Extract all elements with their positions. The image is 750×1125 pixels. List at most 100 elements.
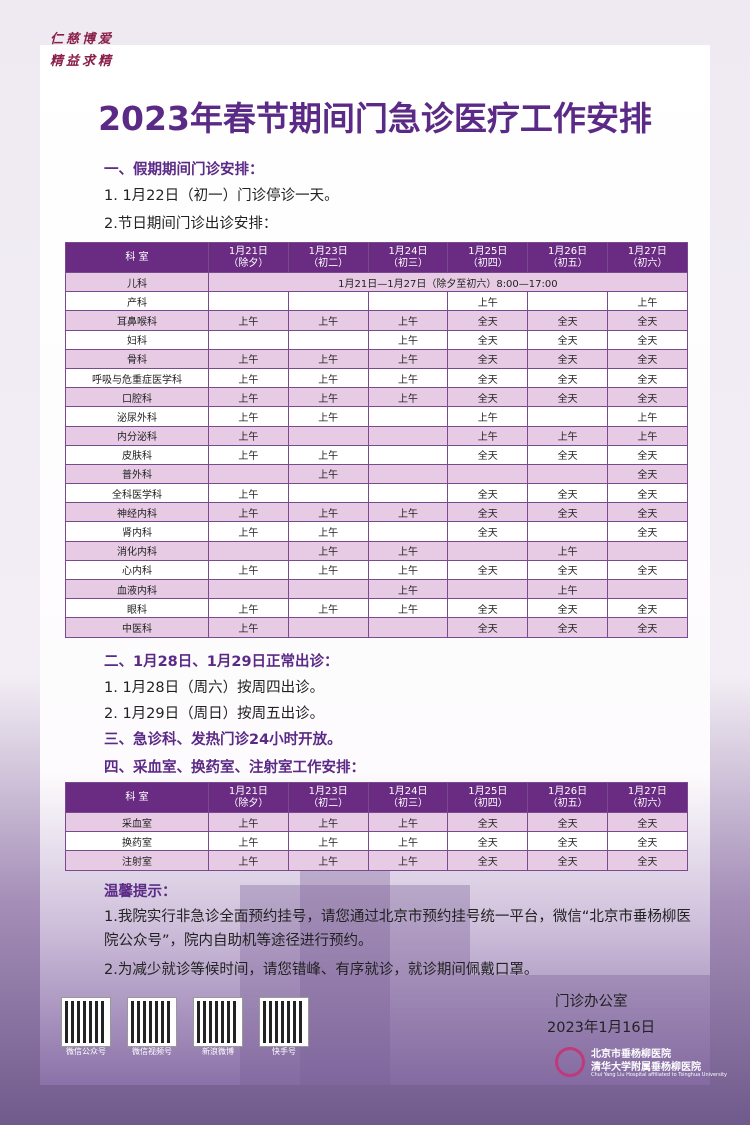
schedule-cell: 上午 [367,310,449,331]
schedule-cell: 全天 [606,559,688,581]
section-heading: 三、急诊科、发热门诊24小时开放。 [104,732,342,748]
schedule-cell: 全天 [527,348,608,369]
header-cell: 1月24日 （初三） [367,782,449,813]
table-row: 口腔科 上午 上午 上午 全天 全天 全天 [65,387,688,408]
header-day: （初五） [547,797,588,809]
schedule-cell: 上午 [367,540,449,561]
table-row: 肾内科 上午 上午 全天 全天 [65,521,688,542]
qr-code [193,997,243,1047]
schedule-cell [606,540,688,561]
schedule-cell: 上午 [367,502,449,523]
qr-label: 新浪微博 [202,1047,234,1056]
text: 1. 1月28日（周六）按周四出诊。 [104,680,325,696]
table-row: 耳鼻喉科 上午 上午 上午 全天 全天 全天 [65,310,688,331]
dept-cell: 骨科 [65,348,209,369]
dept-cell: 泌尿外科 [65,406,209,427]
header-date: 1月23日 [308,245,348,257]
header-cell: 1月27日 （初六） [606,782,688,813]
qr-label: 快手号 [272,1047,296,1056]
schedule-cell: 全天 [606,598,688,619]
schedule-cell: 全天 [527,444,608,465]
schedule-cell: 全天 [606,811,688,833]
schedule-cell: 上午 [287,502,369,523]
schedule-cell: 全天 [527,831,608,852]
header-cell: 1月21日 （除夕） [208,242,289,273]
schedule-cell [447,578,529,600]
schedule-cell: 全天 [527,811,608,833]
schedule-cell: 上午 [287,540,369,561]
table-row: 心内科 上午 上午 上午 全天 全天 全天 [65,559,688,581]
schedule-cell [367,521,449,542]
schedule-cell: 上午 [367,559,449,581]
schedule-cell: 上午 [606,406,688,427]
schedule-cell [367,444,449,465]
schedule-cell: 全天 [606,831,688,852]
section-heading: 四、采血室、换药室、注射室工作安排： [104,760,365,776]
qr-code [127,997,177,1047]
header-date: 1月23日 [308,785,348,797]
schedule-cell: 全天 [606,502,688,523]
schedule-cell: 上午 [287,831,369,852]
header-text: 科 室 [125,791,149,803]
header-cell: 1月23日 （初二） [287,782,369,813]
qr-code [61,997,111,1047]
schedule-cell: 上午 [208,406,289,427]
schedule-cell: 全天 [447,387,529,408]
schedule-cell [606,578,688,600]
schedule-cell: 全天 [527,617,608,638]
table-row: 全科医学科 上午 全天 全天 全天 [65,483,688,504]
table-row: 产科 上午 上午 [65,291,688,312]
dept-cell: 内分泌科 [65,425,209,446]
tip: 2.为减少就诊等候时间，请您错峰、有序就诊，就诊期间佩戴口罩。 [104,962,539,978]
schedule-cell: 上午 [527,425,608,446]
schedule-cell: 上午 [208,850,289,871]
schedule-table: 科 室 1月21日 （除夕） 1月23日 （初二） 1月24日 （初三） 1月25日 （初四） 1… [65,242,688,638]
table-row: 注射室 上午 上午 上午 全天 全天 全天 [65,850,688,871]
schedule-cell: 上午 [287,598,369,619]
schedule-cell: 全天 [447,444,529,465]
table-row: 泌尿外科 上午 上午 上午 上午 [65,406,688,427]
building [240,885,470,1085]
schedule-cell: 上午 [208,310,289,331]
schedule-cell: 全天 [447,310,529,331]
schedule-cell: 全天 [447,348,529,369]
signature-date: 2023年1月16日 [547,1020,656,1036]
header-day: （初二） [308,797,349,809]
dept-cell: 妇科 [65,329,209,350]
schedule-cell: 上午 [208,444,289,465]
header-day: （除夕） [228,797,269,809]
schedule-cell: 全天 [527,598,608,619]
schedule-cell: 上午 [287,559,369,581]
motto: 仁慈博爱 [50,32,115,47]
table-row: 消化内科 上午 上午 上午 [65,540,688,561]
schedule-cell: 上午 [287,444,369,465]
table-row: 眼科 上午 上午 上午 全天 全天 全天 [65,598,688,619]
dept-cell: 口腔科 [65,387,209,408]
header-day: （初三） [387,797,428,809]
schedule-cell: 上午 [208,502,289,523]
schedule-cell [287,617,369,638]
schedule-cell: 上午 [606,291,688,312]
qr-label: 微信公众号 [66,1047,106,1056]
schedule-cell: 全天 [447,329,529,350]
table-row: 采血室 上午 上午 上午 全天 全天 全天 [65,811,688,833]
schedule-cell: 上午 [606,425,688,446]
schedule-cell: 全天 [447,831,529,852]
header-day: （初五） [547,257,588,269]
header-date: 1月24日 [388,245,428,257]
schedule-cell: 全天 [447,598,529,619]
header-cell: 科 室 [65,242,209,273]
schedule-cell [208,578,289,600]
dept-cell: 普外科 [65,463,209,485]
logo-name: 北京市垂杨柳医院 [591,1049,671,1060]
header-cell: 1月26日 （初五） [527,242,608,273]
qr-code [259,997,309,1047]
dept-cell: 采血室 [65,811,209,833]
schedule-cell: 全天 [606,310,688,331]
schedule-cell: 上午 [287,811,369,833]
schedule-cell: 全天 [447,521,529,542]
schedule-cell: 全天 [447,483,529,504]
building [470,975,710,1085]
schedule-cell [287,291,369,312]
schedule-cell: 全天 [606,617,688,638]
